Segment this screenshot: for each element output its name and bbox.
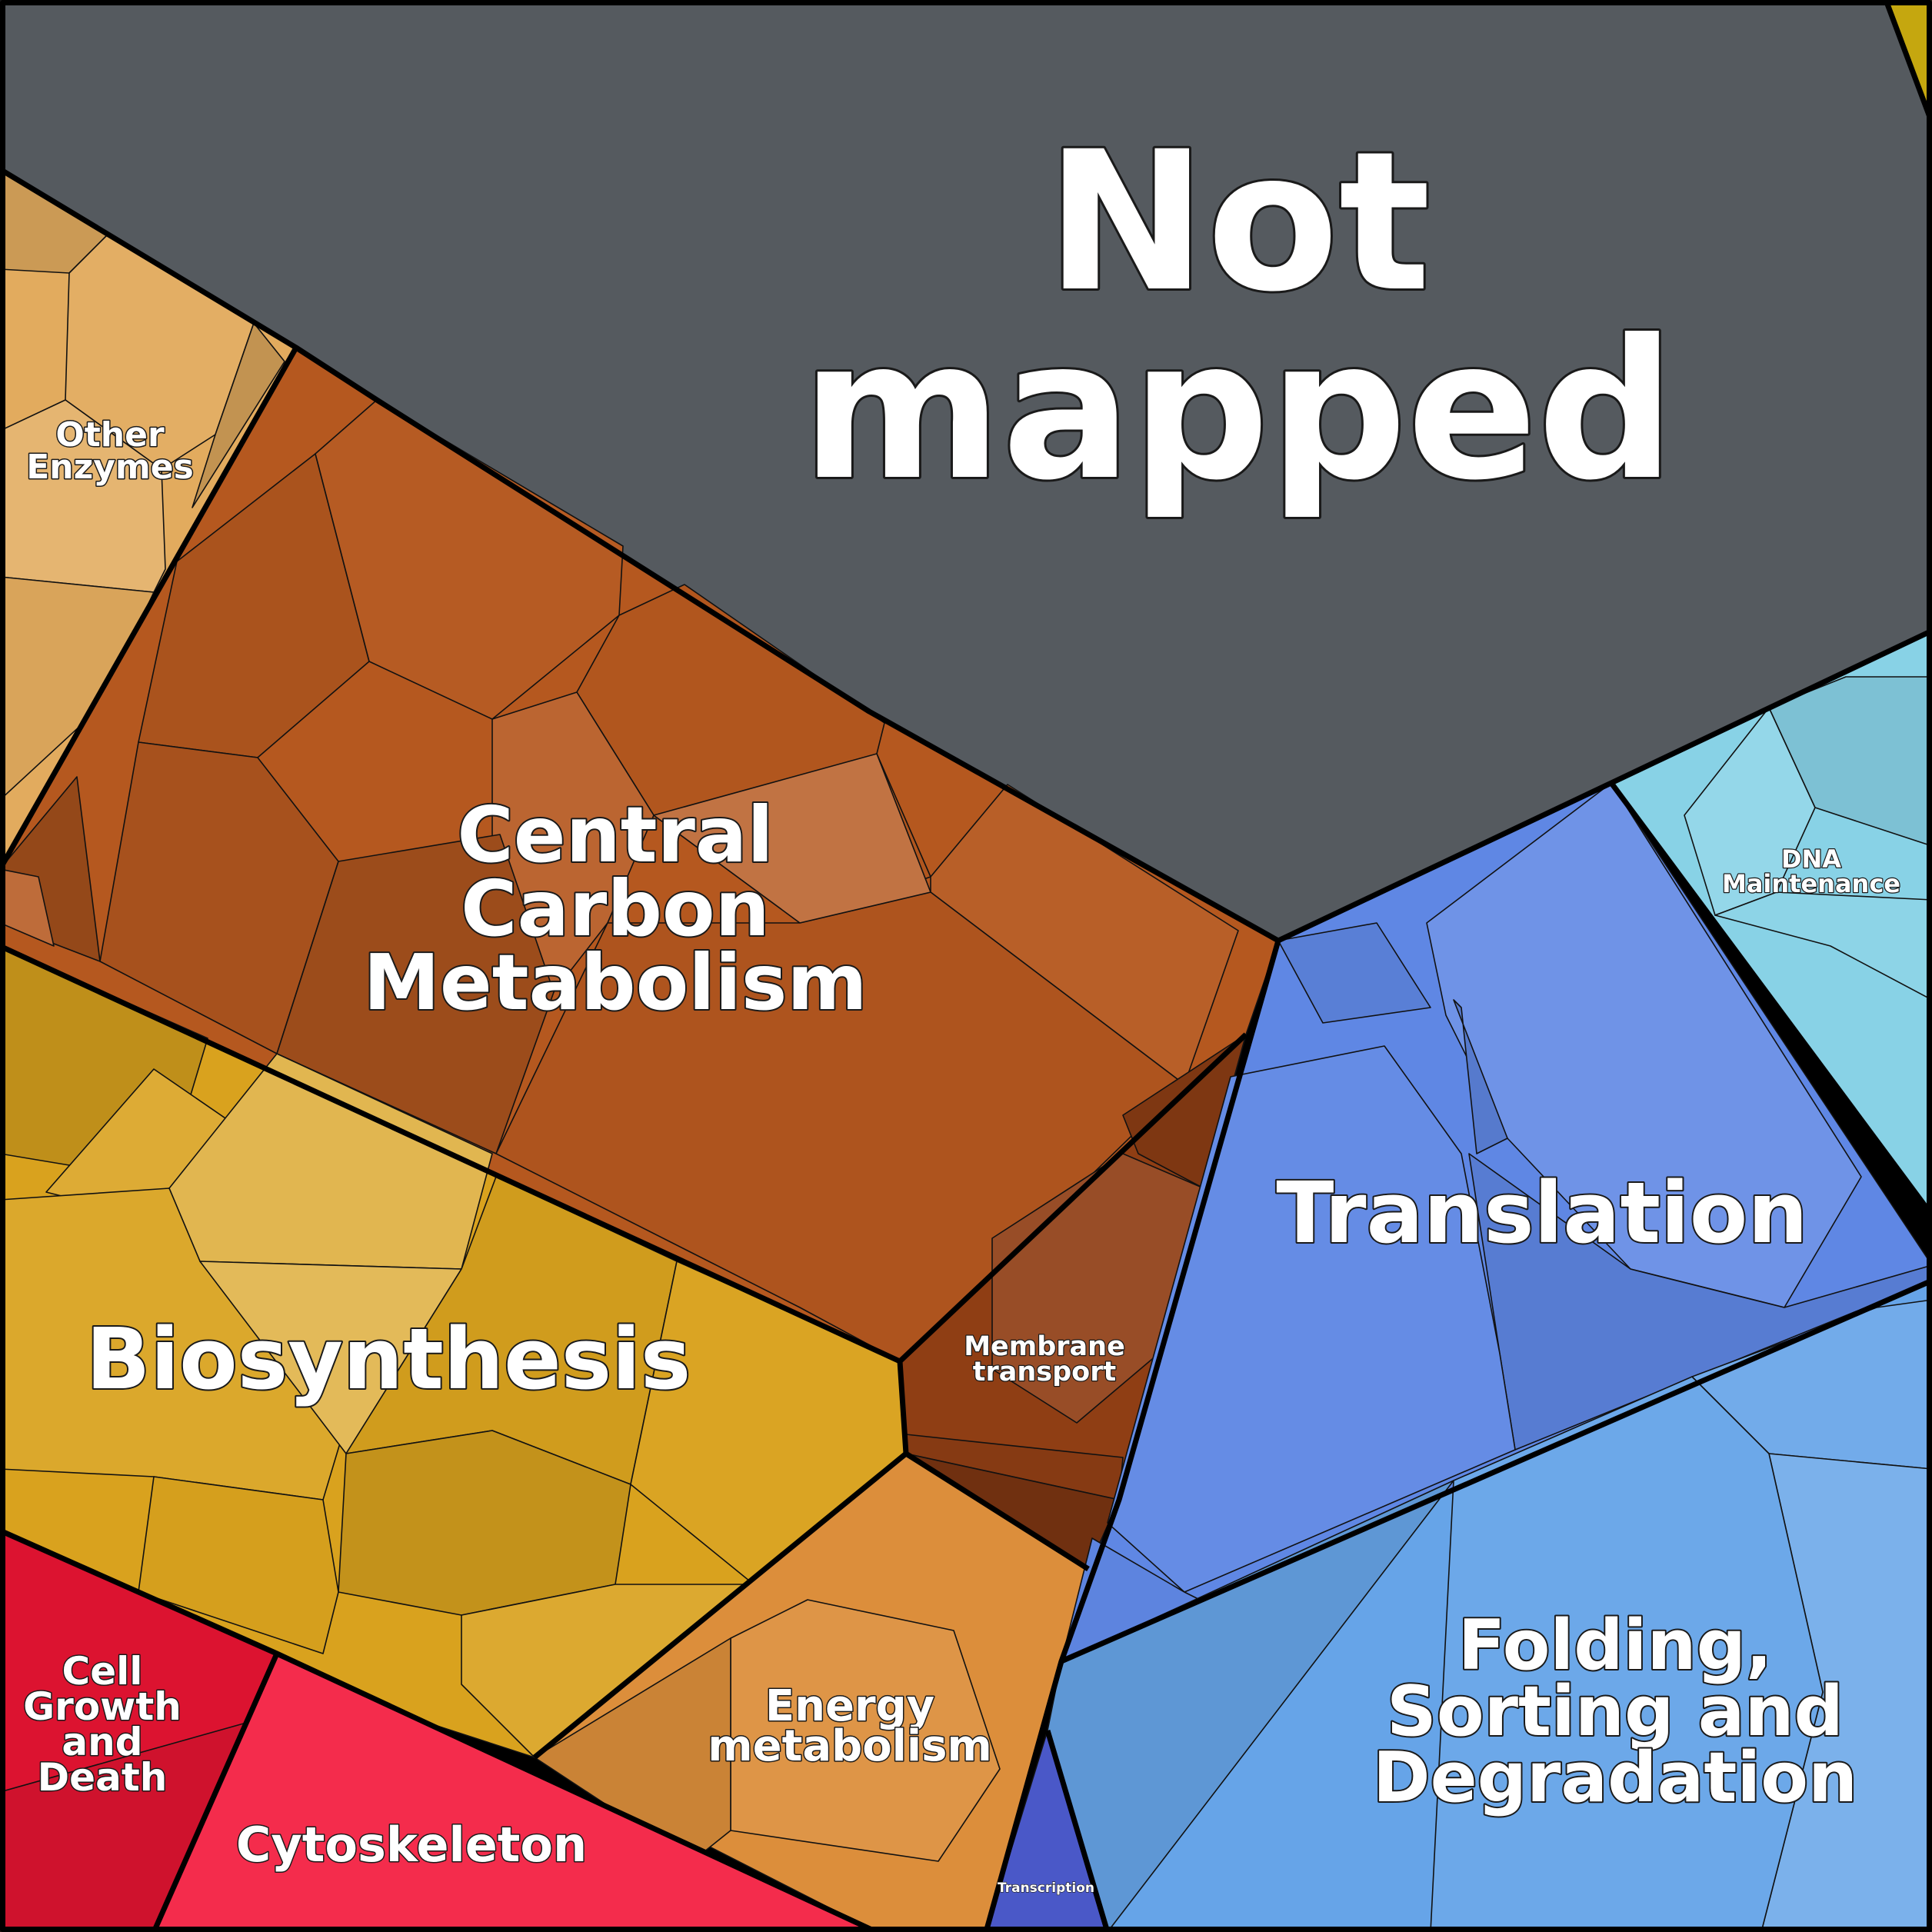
label-line: DNA: [1781, 844, 1841, 874]
border-transcription: [1044, 1730, 1111, 1932]
cell-bio-d: [0, 1188, 347, 1501]
label-dna-maintenance: DNA Maintenance: [1722, 844, 1900, 898]
region-translation: [1061, 782, 1932, 1662]
label-line: Translation: [1276, 1164, 1807, 1262]
label-line: Folding,: [1458, 1605, 1772, 1686]
cell-dna-b: [1768, 676, 1932, 847]
region-dna-maintenance: [1611, 630, 1932, 1216]
label-line: Cell: [62, 1649, 143, 1694]
label-not-mapped: Not mapped: [801, 110, 1675, 522]
border-energy-blue: [983, 940, 1281, 1932]
label-cell-growth: Cell Growth and Death: [23, 1649, 182, 1800]
label-line: Metabolism: [363, 938, 867, 1028]
border-bio-energy: [532, 1451, 908, 1760]
label-energy-metabolism: Energy metabolism: [708, 1681, 992, 1771]
cell-dna-c: [1714, 891, 1932, 1001]
cell-tr-a: [1277, 922, 1431, 1024]
border-right-top: [1883, 0, 1932, 125]
cell-dna-a: [1684, 707, 1816, 916]
label-line: metabolism: [708, 1721, 992, 1771]
label-line: Death: [38, 1755, 168, 1800]
label-line: Enzymes: [26, 448, 194, 487]
label-line: Degradation: [1373, 1737, 1857, 1818]
cell-other-enzymes-c: [0, 399, 166, 593]
label-line: Central: [457, 790, 773, 880]
cell-cg-a: [0, 1722, 247, 1932]
cell-cc-a: [138, 453, 370, 758]
label-biosynthesis: Biosynthesis: [86, 1310, 691, 1408]
label-line: Not: [1046, 110, 1431, 334]
label-line: Maintenance: [1722, 869, 1900, 898]
region-central-carbon: [0, 347, 1279, 1362]
label-folding: Folding, Sorting and Degradation: [1373, 1605, 1857, 1818]
label-transcription: Transcription: [998, 1880, 1094, 1896]
label-line: Transcription: [998, 1880, 1094, 1896]
region-biosynthesis: [0, 945, 907, 1758]
label-line: mapped: [801, 298, 1675, 522]
cell-tr-c: [1453, 999, 1508, 1154]
cell-cc-i: [653, 753, 931, 924]
border-growth-cyto: [151, 1652, 280, 1932]
border-translation-folding: [1060, 1277, 1932, 1664]
label-line: Membrane: [964, 1331, 1125, 1362]
label-line: Growth: [23, 1684, 182, 1729]
label-cytoskeleton: Cytoskeleton: [236, 1817, 587, 1873]
region-labels: Not mapped Central Carbon Metabolism Other E…: [22, 108, 1902, 1897]
border-left-metabolism: [0, 346, 299, 871]
cell-bio-i: [138, 1476, 339, 1654]
label-line: Carbon: [461, 864, 770, 954]
cell-cc-f: [276, 834, 555, 1154]
label-line: Sorting and: [1387, 1671, 1844, 1752]
border-dna: [1609, 781, 1932, 1217]
label-line: Other: [55, 415, 165, 455]
cell-fo-d: [1430, 1376, 1824, 1932]
label-line: Energy: [765, 1681, 934, 1731]
label-translation: Translation: [1276, 1164, 1807, 1262]
region-energy-metabolism: [534, 1453, 1089, 1932]
cell-fo-c: [1047, 1480, 1454, 1932]
label-other-enzymes: Other Enzymes: [26, 415, 194, 487]
label-line: Cytoskeleton: [236, 1817, 587, 1873]
label-line: Biosynthesis: [86, 1310, 691, 1408]
label-membrane-transport: Membrane transport: [964, 1331, 1125, 1387]
region-other-enzymes: [0, 168, 297, 870]
label-line: transport: [973, 1357, 1116, 1387]
cell-other-enzymes-e: [192, 322, 285, 508]
cell-cc-g: [930, 784, 1239, 1085]
label-central-carbon: Central Carbon Metabolism: [363, 790, 867, 1028]
label-line: and: [62, 1720, 142, 1764]
cell-cc-k: [0, 868, 55, 947]
